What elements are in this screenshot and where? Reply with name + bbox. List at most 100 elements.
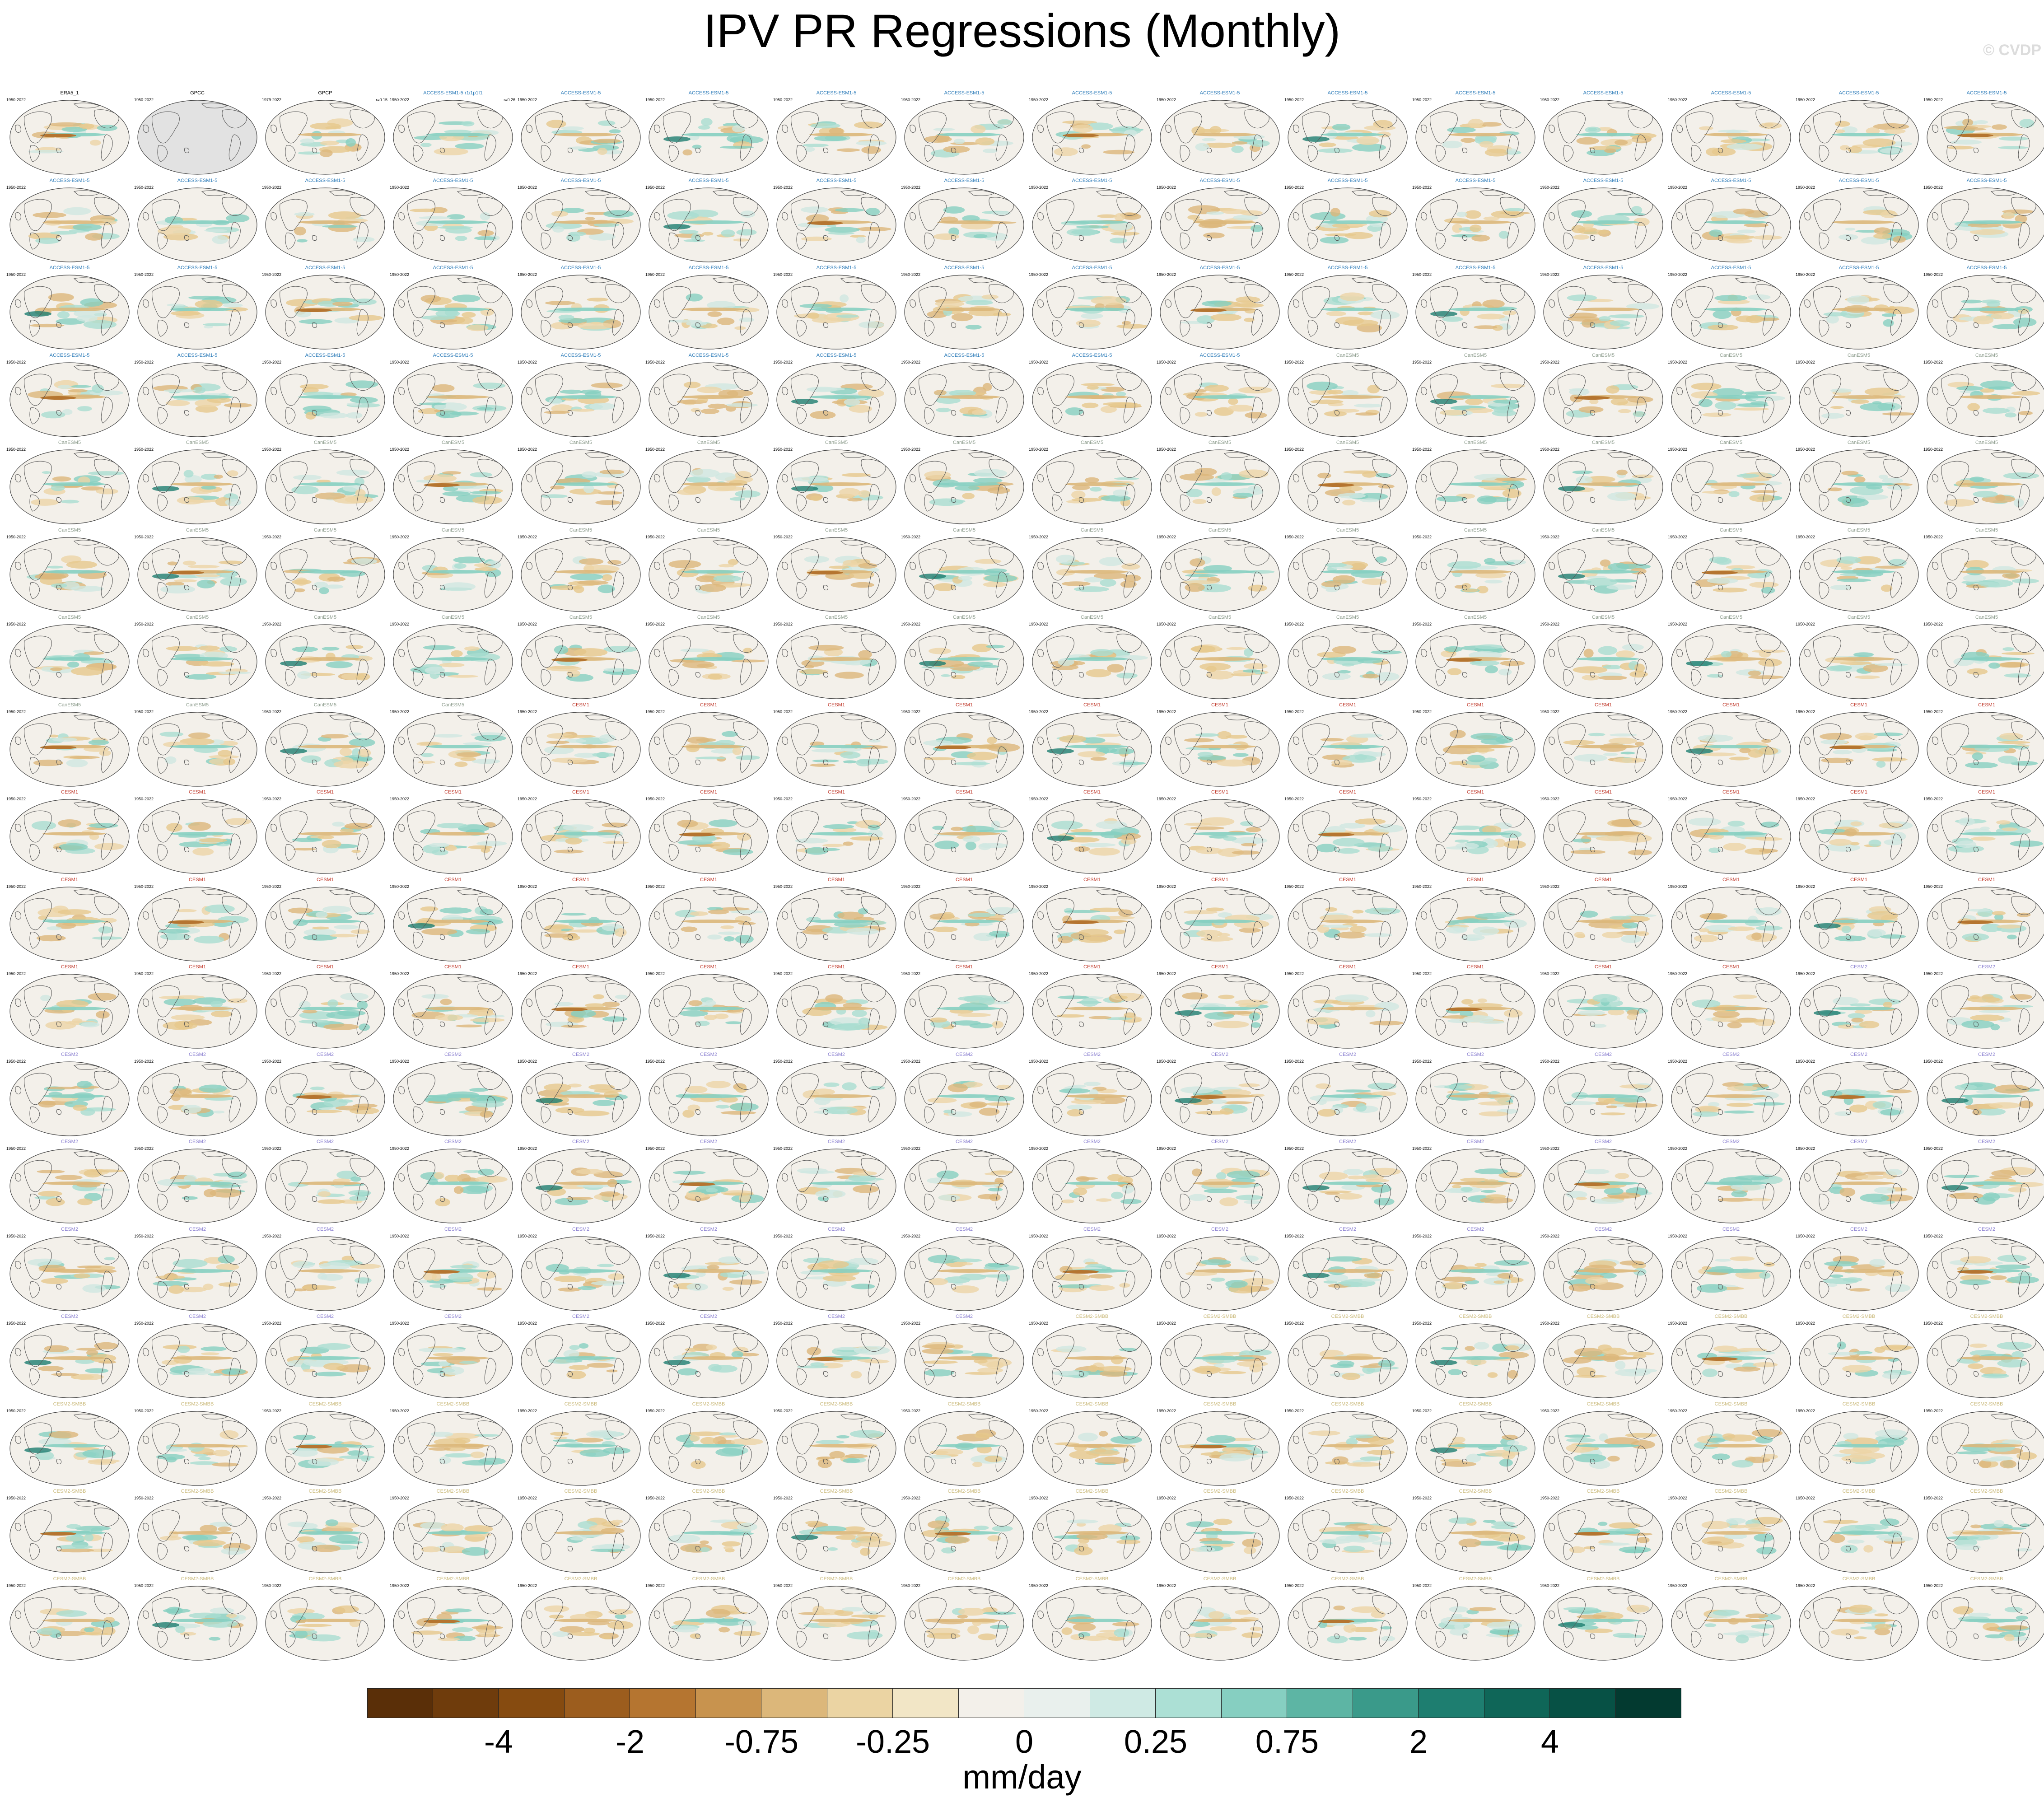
coastline xyxy=(440,322,445,328)
anomaly-patch xyxy=(1465,210,1481,219)
anomaly-patch xyxy=(1582,675,1600,681)
global-map xyxy=(1799,362,1919,437)
coastline xyxy=(407,286,435,318)
global-map xyxy=(1927,275,2044,350)
anomaly-patch xyxy=(474,734,506,742)
global-map xyxy=(137,1061,257,1136)
anomaly-patch xyxy=(957,1013,991,1017)
anomaly-patch xyxy=(1057,936,1073,943)
strong-anomaly xyxy=(807,221,843,225)
map-panel: 1950-2022 CanESM5 xyxy=(518,440,644,525)
equatorial-band xyxy=(426,308,489,311)
panel-years: 1950-2022 xyxy=(1796,272,1815,277)
map-outline xyxy=(1799,187,1919,262)
anomaly-patch xyxy=(599,469,625,475)
anomaly-patch xyxy=(57,311,70,319)
global-map xyxy=(1799,449,1919,524)
anomaly-patch xyxy=(602,574,612,581)
panel-years: 1950-2022 xyxy=(1029,272,1049,277)
global-map xyxy=(137,886,257,962)
coastline xyxy=(312,235,317,241)
strong-anomaly xyxy=(168,920,204,924)
anomaly-patch xyxy=(70,385,91,388)
equatorial-band xyxy=(937,919,1000,923)
anomaly-patch xyxy=(317,835,334,840)
coastline xyxy=(94,109,119,129)
anomaly-patch xyxy=(1493,911,1516,917)
global-map xyxy=(1799,537,1919,612)
anomaly-patch xyxy=(323,1023,359,1030)
global-map xyxy=(904,537,1024,612)
map-outline xyxy=(9,275,130,350)
anomaly-patch xyxy=(1078,751,1106,757)
anomaly-patch xyxy=(88,739,109,745)
anomaly-patch xyxy=(1739,747,1751,753)
anomaly-patch xyxy=(160,933,191,940)
coastline xyxy=(29,145,40,162)
map-background xyxy=(138,100,257,174)
global-map xyxy=(393,362,513,437)
anomaly-patch xyxy=(322,840,341,849)
panel-title: CESM1 xyxy=(1339,789,1356,795)
anomaly-patch xyxy=(474,236,497,240)
global-map xyxy=(904,799,1024,874)
anomaly-patch xyxy=(1452,224,1463,233)
anomaly-patch xyxy=(440,319,457,322)
coastline xyxy=(712,190,739,196)
anomaly-patch xyxy=(973,233,988,238)
anomaly-patch xyxy=(585,216,595,220)
global-map xyxy=(904,624,1024,699)
anomaly-patch xyxy=(858,563,877,569)
global-map xyxy=(1288,624,1408,699)
anomaly-patch xyxy=(1826,314,1839,324)
equatorial-band xyxy=(1704,1007,1767,1010)
panel-title: CESM1 xyxy=(1339,964,1356,970)
anomaly-patch xyxy=(1967,403,1980,411)
anomaly-patch xyxy=(1733,995,1757,999)
map-outline xyxy=(1032,187,1152,262)
panel-years: 1950-2022 xyxy=(134,447,154,452)
anomaly-patch xyxy=(954,139,965,144)
anomaly-patch xyxy=(1972,752,1983,760)
anomaly-patch xyxy=(1748,670,1761,676)
anomaly-patch xyxy=(164,756,177,764)
anomaly-patch xyxy=(1721,651,1732,658)
coastline xyxy=(1941,286,1969,318)
panel-title: CanESM5 xyxy=(1336,352,1359,358)
anomaly-patch xyxy=(1577,1010,1605,1016)
map-panel: 1950-2022 CanESM5 xyxy=(6,615,133,700)
panel-title: GPCC xyxy=(190,90,205,96)
global-map xyxy=(776,100,896,175)
anomaly-patch xyxy=(1872,757,1908,761)
coastline xyxy=(951,148,957,153)
anomaly-patch xyxy=(1454,839,1469,843)
strong-anomaly xyxy=(1430,311,1457,317)
anomaly-patch xyxy=(1236,296,1260,303)
map-panel: 1950-2022 CESM1 xyxy=(1412,964,1539,1049)
coastline xyxy=(796,145,807,162)
panel-title: ACCESS-ESM1-5 xyxy=(816,177,857,183)
global-map xyxy=(265,362,385,437)
map-panel: 1950-2022 CESM1 xyxy=(645,877,772,962)
panel-years: 1950-2022 xyxy=(773,185,793,190)
coastline xyxy=(157,320,168,337)
global-map xyxy=(904,711,1024,787)
equatorial-band xyxy=(298,1007,361,1010)
anomaly-patch xyxy=(188,822,211,831)
coastline xyxy=(73,190,100,196)
anomaly-patch xyxy=(1755,907,1782,916)
anomaly-patch xyxy=(668,560,701,568)
anomaly-patch xyxy=(1707,577,1738,584)
anomaly-patch xyxy=(1830,388,1853,392)
coastline xyxy=(654,212,660,220)
anomaly-patch xyxy=(856,140,887,146)
equatorial-band xyxy=(937,1007,1000,1010)
global-map xyxy=(137,974,257,1049)
anomaly-patch xyxy=(28,149,64,154)
anomaly-patch xyxy=(447,845,457,851)
anomaly-patch xyxy=(225,818,251,825)
anomaly-patch xyxy=(799,304,832,308)
anomaly-patch xyxy=(326,1011,359,1019)
map-outline xyxy=(904,275,1024,350)
anomaly-patch xyxy=(219,560,243,565)
